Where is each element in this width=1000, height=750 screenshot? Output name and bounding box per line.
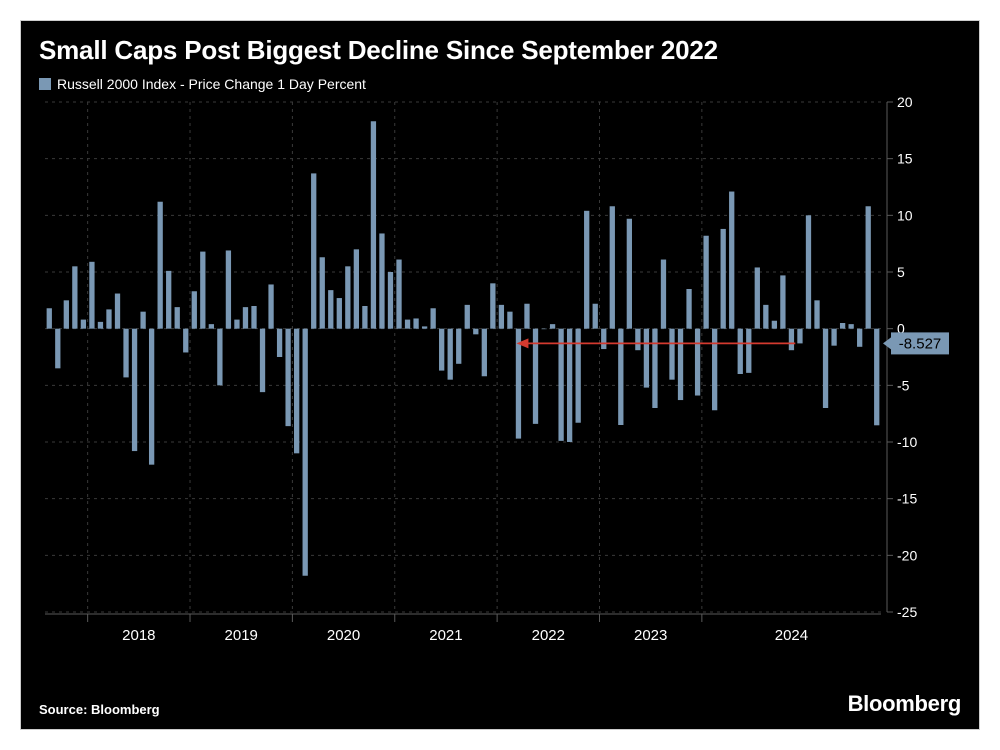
chart-header: Small Caps Post Biggest Decline Since Se… bbox=[21, 21, 979, 72]
svg-text:2023: 2023 bbox=[634, 627, 667, 644]
svg-text:10: 10 bbox=[897, 207, 913, 223]
chart-frame: Small Caps Post Biggest Decline Since Se… bbox=[20, 20, 980, 730]
brand-label: Bloomberg bbox=[848, 691, 961, 717]
svg-text:2019: 2019 bbox=[225, 627, 258, 644]
chart-footer: Source: Bloomberg Bloomberg bbox=[21, 685, 979, 729]
svg-text:2022: 2022 bbox=[532, 627, 565, 644]
svg-text:20: 20 bbox=[897, 94, 913, 110]
svg-text:-15: -15 bbox=[897, 491, 917, 507]
svg-text:2021: 2021 bbox=[429, 627, 462, 644]
svg-text:2020: 2020 bbox=[327, 627, 360, 644]
legend-label: Russell 2000 Index - Price Change 1 Day … bbox=[57, 76, 366, 92]
legend-swatch bbox=[39, 78, 51, 90]
svg-text:2024: 2024 bbox=[775, 627, 808, 644]
svg-text:-20: -20 bbox=[897, 547, 917, 563]
svg-text:-10: -10 bbox=[897, 434, 917, 450]
svg-text:-5: -5 bbox=[897, 377, 910, 393]
chart-legend: Russell 2000 Index - Price Change 1 Day … bbox=[21, 72, 979, 94]
source-label: Source: Bloomberg bbox=[39, 702, 160, 717]
svg-text:15: 15 bbox=[897, 151, 913, 167]
svg-text:5: 5 bbox=[897, 264, 905, 280]
chart-title: Small Caps Post Biggest Decline Since Se… bbox=[39, 35, 961, 66]
svg-text:-8.527: -8.527 bbox=[899, 335, 942, 352]
svg-text:-25: -25 bbox=[897, 604, 917, 620]
svg-text:2018: 2018 bbox=[122, 627, 155, 644]
bar-chart-svg: 20151050-5-10-15-20-25201820192020202120… bbox=[39, 94, 973, 654]
plot-area: 20151050-5-10-15-20-25201820192020202120… bbox=[21, 94, 979, 685]
